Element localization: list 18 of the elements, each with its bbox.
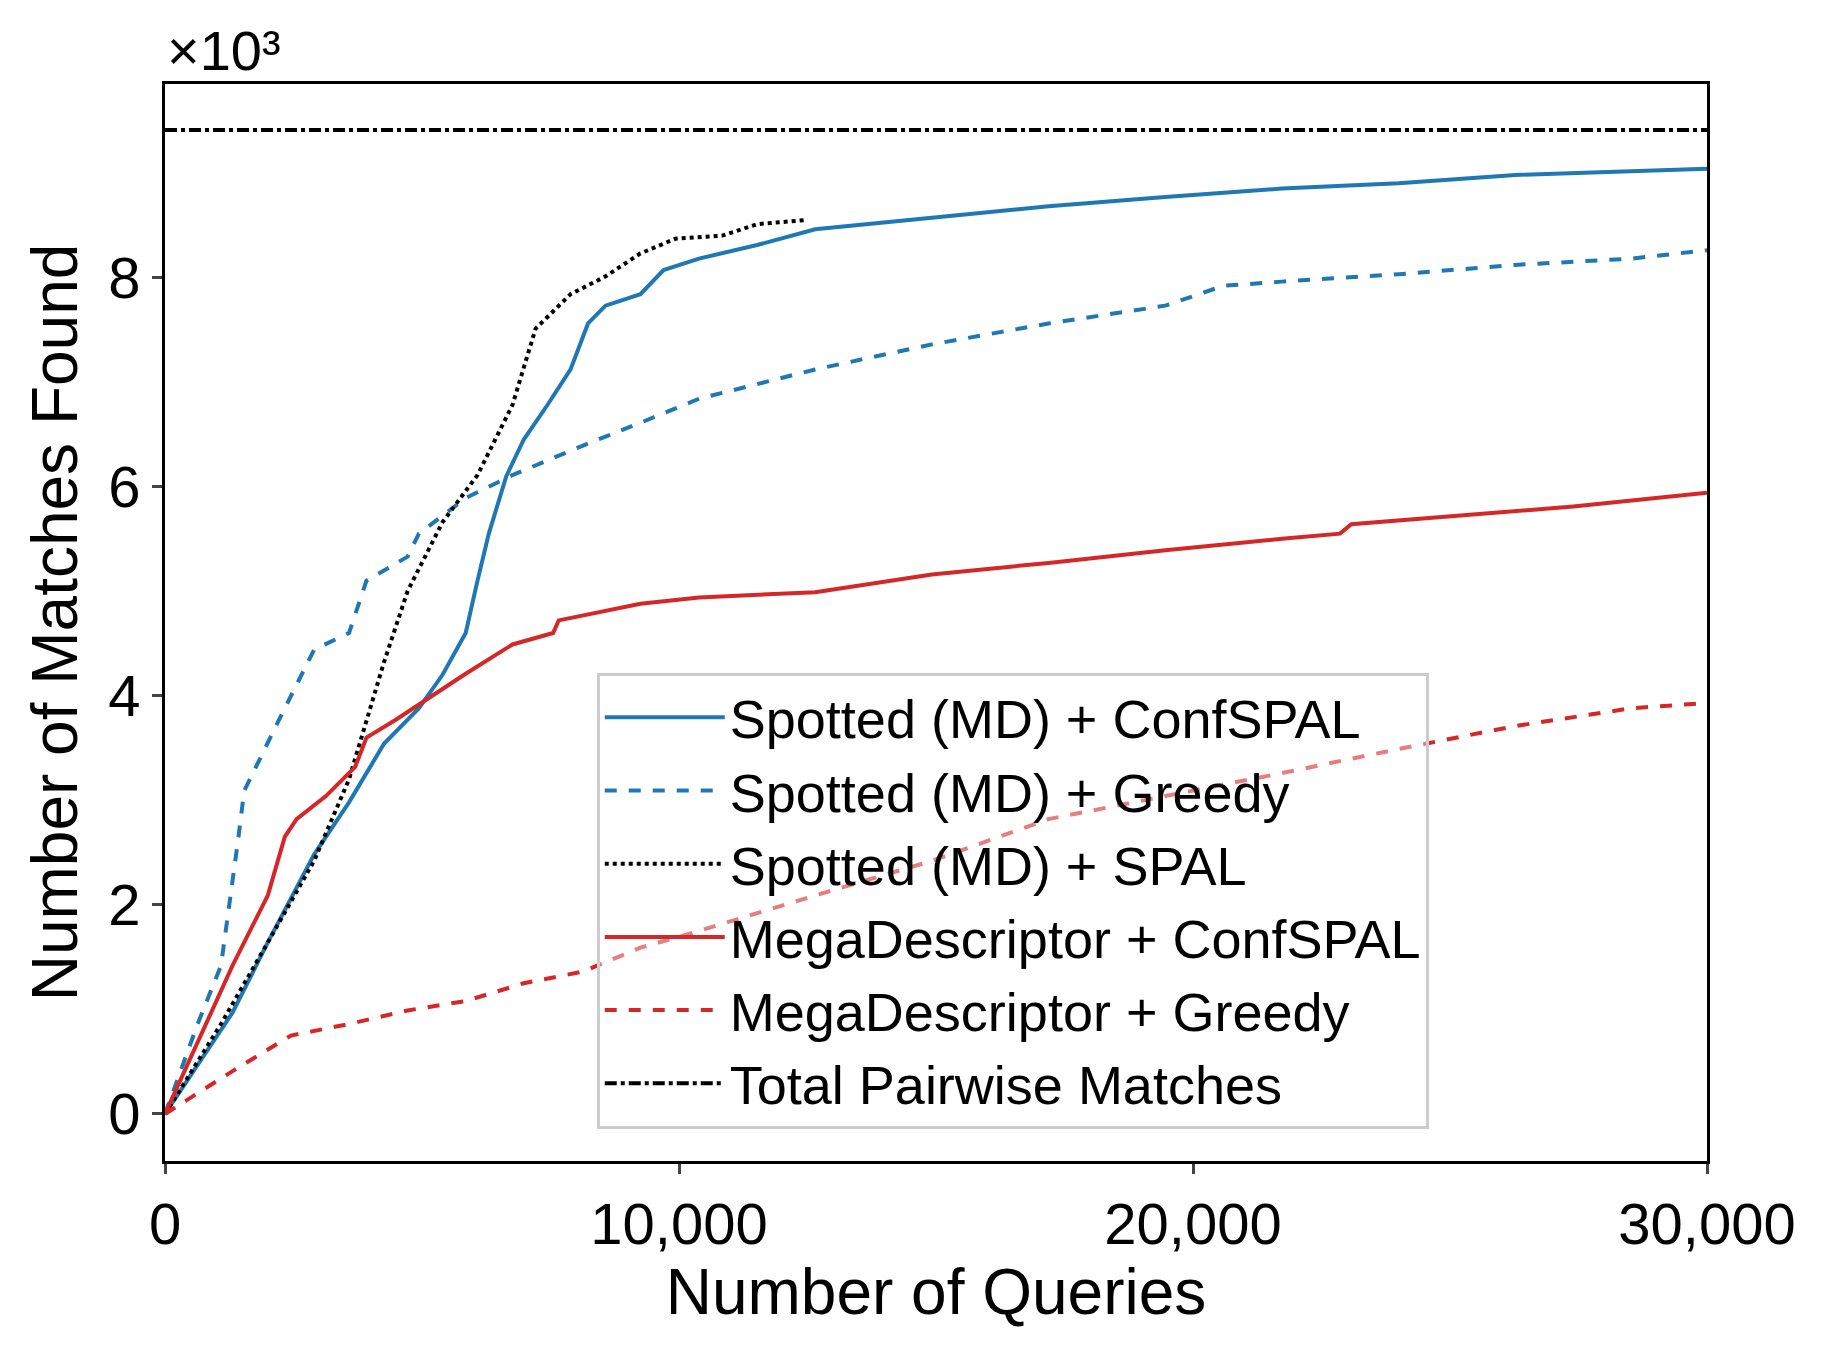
text: ×10³ — [167, 19, 281, 82]
x-tick-label: 30,000 — [1618, 1190, 1796, 1256]
legend-label: Spotted (MD) + Greedy — [729, 762, 1290, 823]
x-tick-label: 0 — [148, 1190, 182, 1256]
legend-label: Spotted (MD) + SPAL — [729, 835, 1247, 896]
y-tick-label: 6 — [108, 453, 141, 519]
y-axis-title: Number of Matches Found — [19, 243, 92, 1002]
y-tick-label: 8 — [108, 244, 141, 310]
x-tick-label: 20,000 — [1104, 1190, 1282, 1256]
y-tick-label: 4 — [108, 662, 141, 728]
legend-label: Total Pairwise Matches — [729, 1055, 1282, 1116]
legend-label: Spotted (MD) + ConfSPAL — [729, 689, 1361, 750]
legend-label: MegaDescriptor + ConfSPAL — [729, 908, 1421, 969]
y-tick-label: 0 — [108, 1081, 141, 1147]
x-axis-title: Number of Queries — [665, 1255, 1207, 1328]
x-tick-label: 10,000 — [590, 1190, 768, 1256]
y-tick-label: 2 — [108, 872, 141, 938]
legend-label: MegaDescriptor + Greedy — [729, 982, 1350, 1043]
